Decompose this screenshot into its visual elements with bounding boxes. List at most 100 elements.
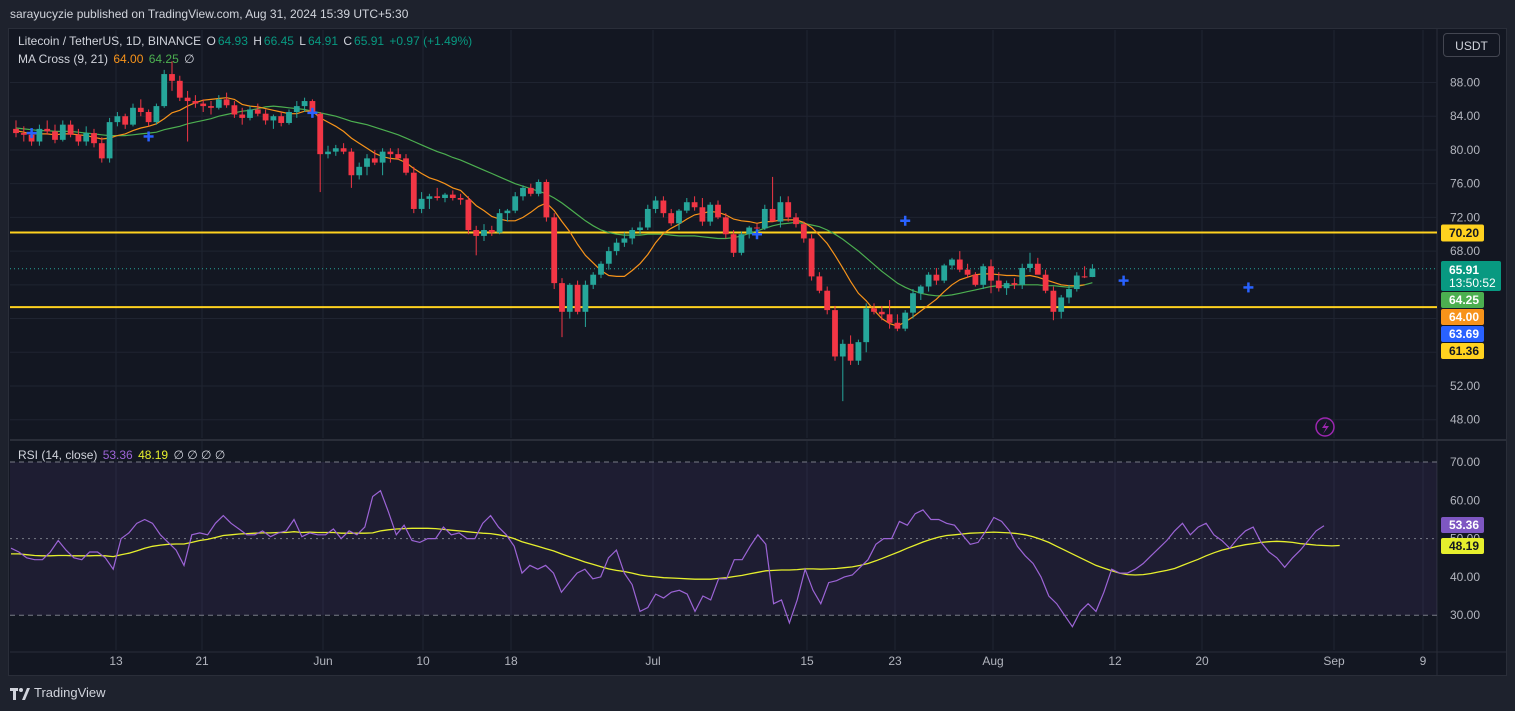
- y-tick-label: 68.00: [1450, 244, 1480, 258]
- candle-body: [1058, 297, 1065, 312]
- candle-body: [715, 204, 721, 218]
- candle: [527, 183, 534, 197]
- candle: [293, 101, 300, 118]
- candle-body: [161, 74, 168, 107]
- symbol-name[interactable]: Litecoin / TetherUS, 1D, BINANCE: [18, 34, 202, 48]
- cross-tag: 63.69: [1441, 326, 1484, 342]
- candle: [106, 117, 113, 163]
- candle: [434, 187, 441, 201]
- rsi-pane: [10, 461, 1437, 628]
- candle-body: [574, 284, 581, 312]
- candle-body: [325, 151, 331, 155]
- x-tick-label: 12: [1108, 654, 1122, 668]
- x-tick-label: Jun: [313, 654, 332, 668]
- candle: [598, 261, 604, 279]
- candle-body: [995, 280, 1002, 289]
- candle-body: [902, 312, 909, 329]
- candle: [559, 278, 565, 338]
- rsi-name[interactable]: RSI (14, close): [18, 448, 98, 462]
- rsi-legend[interactable]: RSI (14, close) 53.36 48.19 ∅ ∅ ∅ ∅: [18, 448, 227, 462]
- candle: [442, 192, 448, 203]
- candle: [878, 305, 885, 321]
- ma-cross-marker: [26, 128, 37, 139]
- resistance-tag-bg: [1441, 224, 1484, 242]
- x-tick-label: 21: [195, 654, 209, 668]
- candle: [855, 339, 862, 365]
- ma-name[interactable]: MA Cross (9, 21): [18, 52, 109, 66]
- candle-body: [293, 106, 300, 113]
- candle-body: [403, 158, 409, 173]
- candle-body: [1066, 289, 1072, 298]
- candle-body: [153, 106, 160, 123]
- candle-body: [356, 166, 363, 176]
- candle: [36, 124, 43, 146]
- low-label: L: [299, 34, 306, 48]
- x-tick-label: 18: [504, 654, 518, 668]
- candle-body: [434, 196, 441, 198]
- candle-body: [254, 109, 261, 114]
- candle: [863, 303, 870, 353]
- candle: [839, 339, 846, 402]
- candle-body: [863, 308, 870, 343]
- candle-body: [520, 187, 526, 197]
- candle: [722, 213, 729, 239]
- footer-brand[interactable]: TradingView: [10, 684, 106, 702]
- candle: [652, 196, 659, 214]
- candle: [395, 148, 402, 161]
- candle: [387, 148, 394, 163]
- candle-body: [956, 259, 963, 270]
- x-tick-label: 10: [416, 654, 430, 668]
- candle: [379, 148, 386, 176]
- candle-body: [1003, 283, 1010, 289]
- candle-body: [1042, 274, 1049, 291]
- candle-body: [481, 230, 487, 236]
- candle-body: [208, 106, 214, 108]
- candle: [785, 196, 792, 222]
- candle: [637, 221, 643, 235]
- fast-ma-tag-bg: [1441, 309, 1484, 325]
- candle-body: [20, 133, 27, 135]
- candle-body: [114, 116, 121, 123]
- lightning-icon[interactable]: [1315, 417, 1335, 437]
- candle: [332, 144, 339, 156]
- candle-body: [184, 97, 191, 102]
- candle-body: [613, 242, 620, 252]
- candle-body: [629, 230, 636, 239]
- x-tick-label: 13: [109, 654, 123, 668]
- candle: [91, 128, 97, 148]
- candle-body: [785, 202, 792, 218]
- x-tick-label: 23: [888, 654, 902, 668]
- candle: [340, 143, 347, 155]
- ma-legend[interactable]: MA Cross (9, 21) 64.00 64.25 ∅: [18, 52, 197, 66]
- candle-body: [192, 101, 199, 104]
- candle: [130, 103, 136, 127]
- candle: [816, 272, 823, 294]
- candle-body: [754, 227, 760, 229]
- candle: [161, 69, 168, 108]
- y-tick-label: 52.00: [1450, 379, 1480, 393]
- rsi-ma-tag-bg: [1441, 538, 1484, 554]
- slow-ma-tag-bg: [1441, 292, 1484, 308]
- candle: [761, 204, 768, 231]
- chart-canvas[interactable]: 13 21 Jun 10 18 Jul 15 23 Aug 12 20 Sep 9 88.00 84.00 8…: [9, 29, 1506, 675]
- candle-body: [387, 151, 394, 155]
- cross-tag-bg: [1441, 326, 1484, 342]
- candle-body: [75, 134, 82, 142]
- candle: [496, 208, 503, 235]
- candle: [215, 95, 222, 110]
- candle-body: [418, 198, 425, 209]
- candle: [832, 305, 838, 361]
- candle: [1066, 284, 1072, 304]
- candle-body: [722, 217, 729, 235]
- main-legend[interactable]: Litecoin / TetherUS, 1D, BINANCE O 64.93 …: [18, 34, 474, 48]
- currency-selector-button[interactable]: USDT: [1443, 33, 1500, 57]
- candle: [122, 113, 129, 129]
- candle: [964, 263, 971, 279]
- candle: [1081, 266, 1088, 279]
- candle: [457, 193, 464, 205]
- chart-frame[interactable]: 13 21 Jun 10 18 Jul 15 23 Aug 12 20 Sep 9 88.00 84.00 8…: [8, 28, 1507, 676]
- candle-body: [504, 210, 511, 214]
- candle: [286, 109, 292, 125]
- candle-body: [980, 266, 987, 285]
- candle: [988, 259, 994, 294]
